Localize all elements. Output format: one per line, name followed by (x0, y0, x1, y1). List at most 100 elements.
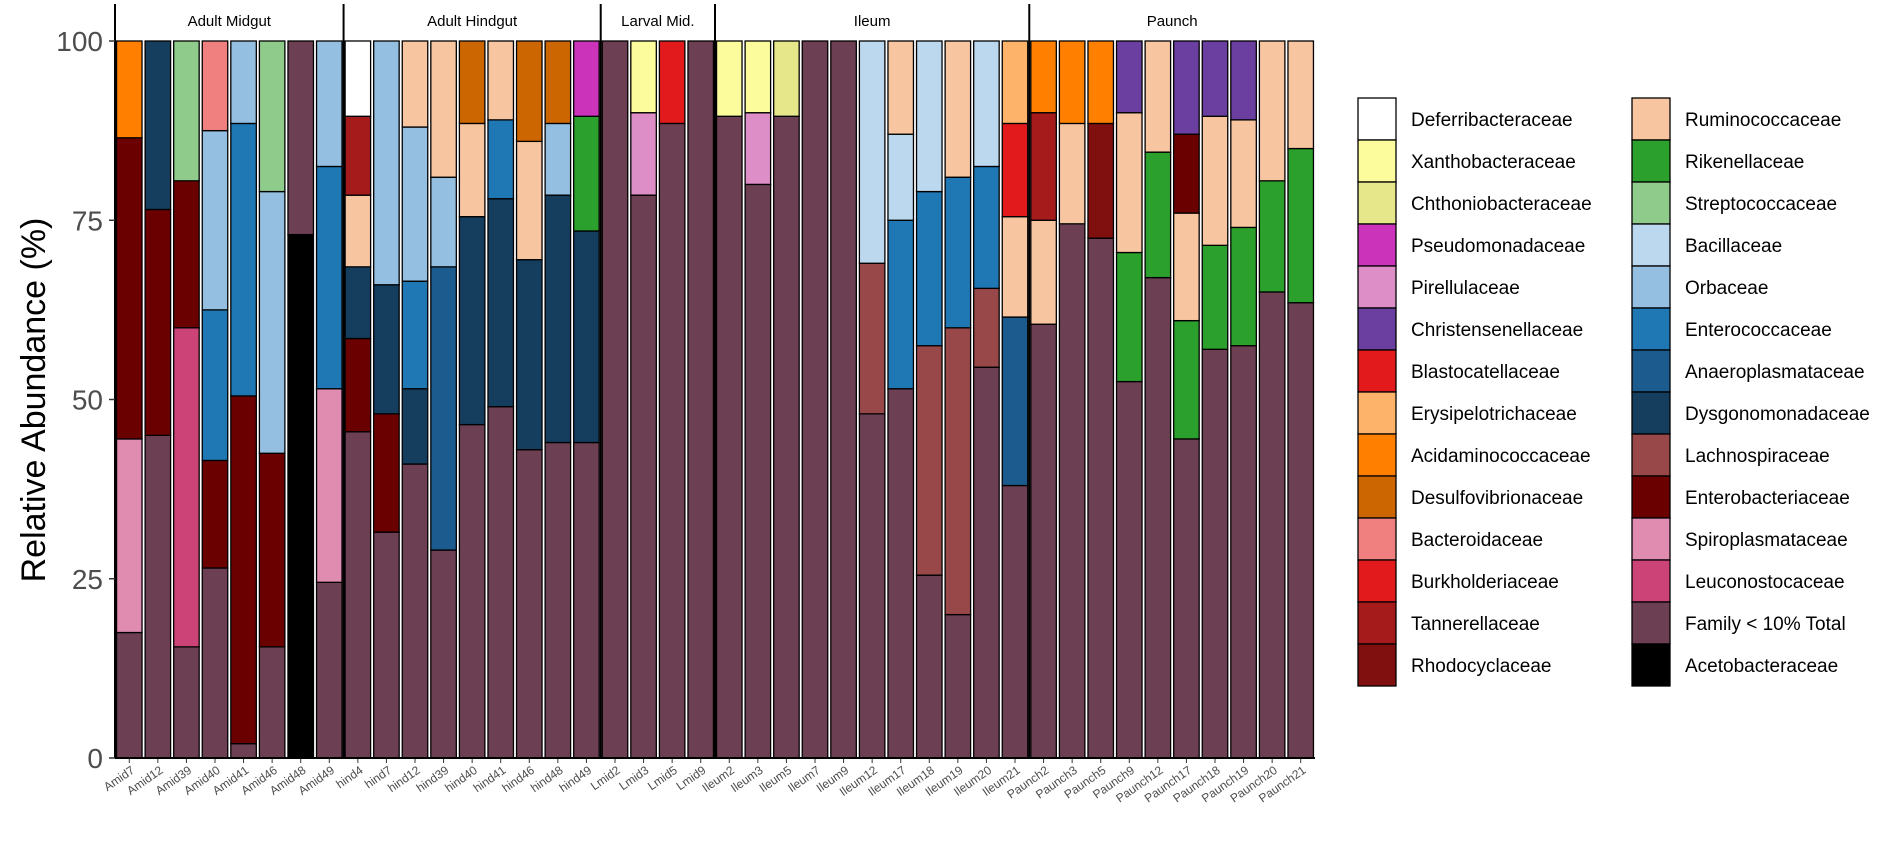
segment-hind7-enterobacteriaceae (373, 413, 400, 533)
segment-hind41-ruminococcaceae (487, 40, 515, 121)
y-tick-label-0: 0 (87, 743, 103, 774)
segment-paunch2-family-10-total (1030, 323, 1057, 759)
bar-hind7 (373, 40, 400, 759)
segment-ileum20-family-10-total (973, 366, 1000, 759)
segment-hind39-family-10-total (430, 549, 457, 759)
segment-paunch18-ruminococcaceae (1201, 115, 1229, 246)
segment-ileum5-chthoniobacteraceae (773, 40, 800, 117)
segment-ileum18-lachnospiraceae (915, 345, 943, 576)
legend-key-acetobacteraceae (1631, 643, 1671, 687)
segment-amid49-spiroplasmataceae (315, 388, 343, 583)
bar-hind41 (487, 40, 515, 759)
bar-ileum5 (773, 40, 800, 759)
segment-amid7-acidaminococcaceae (115, 40, 143, 139)
segment-ileum2-family-10-total (715, 115, 743, 759)
legend-key-anaeroplasmataceae (1631, 349, 1671, 393)
bar-hind4 (344, 40, 372, 759)
legend-key-enterococcaceae (1631, 307, 1671, 351)
segment-ileum3-xanthobacteraceae (744, 40, 772, 114)
facet-label-ileum: Ileum (854, 13, 891, 30)
legend-key-christensenellaceae (1357, 307, 1397, 351)
legend-key-family-10-total (1631, 601, 1671, 645)
segment-amid46-streptococcaceae (258, 40, 286, 193)
bar-amid48 (287, 40, 315, 759)
legend-key-bacillaceae (1631, 223, 1671, 267)
segment-ileum19-lachnospiraceae (944, 327, 972, 616)
segment-amid41-enterococcaceae (230, 122, 257, 397)
segment-ileum3-family-10-total (744, 183, 772, 759)
segment-lmid2-family-10-total (601, 40, 629, 759)
segment-ileum19-enterococcaceae (944, 176, 972, 329)
segment-amid12-enterobacteriaceae (144, 208, 172, 436)
bar-ileum17 (887, 40, 915, 759)
segment-amid7-family-10-total (115, 631, 143, 759)
legend-key-xanthobacteraceae (1357, 139, 1397, 183)
bar-ileum2 (715, 40, 743, 759)
segment-amid7-enterobacteriaceae (115, 137, 143, 440)
legend-label-bacteroidaceae: Bacteroidaceae (1411, 530, 1543, 551)
segment-hind12-dysgonomonadaceae (401, 388, 429, 465)
bar-amid46 (258, 40, 286, 759)
y-tick-label-25: 25 (72, 564, 103, 595)
legend-key-burkholderiaceae (1357, 559, 1397, 603)
legend-label-christensenellaceae: Christensenellaceae (1411, 320, 1583, 341)
segment-amid41-enterobacteriaceae (230, 395, 257, 745)
legend-label-bacillaceae: Bacillaceae (1685, 236, 1782, 257)
segment-paunch20-rikenellaceae (1258, 180, 1286, 293)
legend-label-dysgonomonadaceae: Dysgonomonadaceae (1685, 404, 1870, 425)
segment-ileum5-family-10-total (773, 115, 800, 759)
legend-key-bacteroidaceae (1357, 517, 1397, 561)
segment-hind46-ruminococcaceae (515, 140, 543, 261)
segment-paunch19-family-10-total (1230, 345, 1257, 759)
segment-ileum21-family-10-total (1001, 484, 1029, 759)
segment-amid12-family-10-total (144, 434, 172, 759)
legend-key-lachnospiraceae (1631, 433, 1671, 477)
bar-amid12 (144, 40, 172, 759)
bar-paunch9 (1115, 40, 1143, 759)
segment-ileum2-xanthobacteraceae (715, 40, 743, 117)
x-tick-labels: Amid7Amid12Amid39Amid40Amid41Amid46Amid4… (101, 763, 1309, 806)
segment-ileum9-family-10-total (830, 40, 857, 759)
segment-amid49-enterococcaceae (315, 165, 343, 390)
segment-paunch19-rikenellaceae (1230, 226, 1257, 347)
segment-paunch9-christensenellaceae (1115, 40, 1143, 114)
legend-label-anaeroplasmataceae: Anaeroplasmataceae (1685, 362, 1865, 383)
bar-paunch17 (1173, 40, 1200, 759)
facet-label-adult-hindgut: Adult Hindgut (427, 13, 518, 30)
legend-label-orbaceae: Orbaceae (1685, 278, 1768, 299)
legend-label-acidaminococcaceae: Acidaminococcaceae (1411, 446, 1591, 467)
legend-label-burkholderiaceae: Burkholderiaceae (1411, 572, 1559, 593)
segment-amid41-family-10-total (230, 743, 257, 759)
segment-hind41-enterococcaceae (487, 119, 515, 200)
bar-ileum18 (915, 40, 943, 759)
segment-paunch21-ruminococcaceae (1287, 40, 1315, 150)
bar-amid39 (173, 40, 200, 759)
segment-amid48-family-10-total (287, 40, 315, 236)
legend-key-orbaceae (1631, 265, 1671, 309)
segment-amid48-acetobacteraceae (287, 233, 315, 759)
segment-amid49-orbaceae (315, 40, 343, 168)
segment-hind40-desulfovibrionaceae (458, 40, 486, 125)
segment-amid46-orbaceae (258, 190, 286, 454)
segment-amid40-enterobacteriaceae (201, 459, 229, 569)
legend-key-desulfovibrionaceae (1357, 475, 1397, 519)
segment-hind49-rikenellaceae (573, 115, 600, 232)
bar-hind48 (544, 40, 572, 759)
segment-ileum21-anaeroplasmataceae (1001, 316, 1029, 487)
segment-hind48-desulfovibrionaceae (544, 40, 572, 125)
legend-label-enterobacteriaceae: Enterobacteriaceae (1685, 488, 1850, 509)
segment-hind12-orbaceae (401, 126, 429, 282)
segment-ileum18-family-10-total (915, 574, 943, 759)
bar-ileum12 (858, 40, 886, 759)
segment-amid40-bacteroidaceae (201, 40, 229, 132)
segment-ileum17-ruminococcaceae (887, 40, 915, 135)
bar-lmid3 (630, 40, 657, 759)
segment-paunch2-ruminococcaceae (1030, 219, 1057, 325)
segment-paunch12-rikenellaceae (1144, 151, 1172, 279)
segment-ileum19-family-10-total (944, 613, 972, 759)
segment-paunch12-ruminococcaceae (1144, 40, 1172, 153)
segment-hind12-ruminococcaceae (401, 40, 429, 128)
segment-hind48-orbaceae (544, 122, 572, 196)
segment-hind4-enterobacteriaceae (344, 337, 372, 433)
segment-paunch18-rikenellaceae (1201, 244, 1229, 350)
